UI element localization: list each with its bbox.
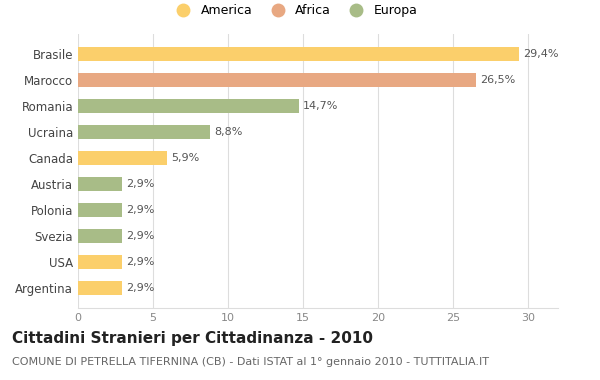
Text: 2,9%: 2,9% — [126, 179, 154, 189]
Bar — [78, 281, 121, 295]
Bar — [78, 125, 210, 139]
Text: 2,9%: 2,9% — [126, 231, 154, 241]
Bar — [78, 177, 121, 191]
Text: 5,9%: 5,9% — [171, 153, 199, 163]
Bar — [78, 73, 476, 87]
Bar — [78, 229, 121, 243]
Bar — [78, 255, 121, 269]
Bar — [78, 47, 519, 61]
Text: 8,8%: 8,8% — [215, 127, 243, 137]
Text: 2,9%: 2,9% — [126, 205, 154, 215]
Text: 29,4%: 29,4% — [523, 49, 559, 59]
Text: COMUNE DI PETRELLA TIFERNINA (CB) - Dati ISTAT al 1° gennaio 2010 - TUTTITALIA.I: COMUNE DI PETRELLA TIFERNINA (CB) - Dati… — [12, 357, 489, 367]
Text: 26,5%: 26,5% — [480, 75, 515, 85]
Text: 2,9%: 2,9% — [126, 257, 154, 267]
Text: 2,9%: 2,9% — [126, 283, 154, 293]
Bar — [78, 203, 121, 217]
Bar — [78, 151, 167, 165]
Text: 14,7%: 14,7% — [303, 101, 338, 111]
Legend: America, Africa, Europa: America, Africa, Europa — [166, 0, 422, 22]
Bar — [78, 99, 299, 113]
Text: Cittadini Stranieri per Cittadinanza - 2010: Cittadini Stranieri per Cittadinanza - 2… — [12, 331, 373, 345]
